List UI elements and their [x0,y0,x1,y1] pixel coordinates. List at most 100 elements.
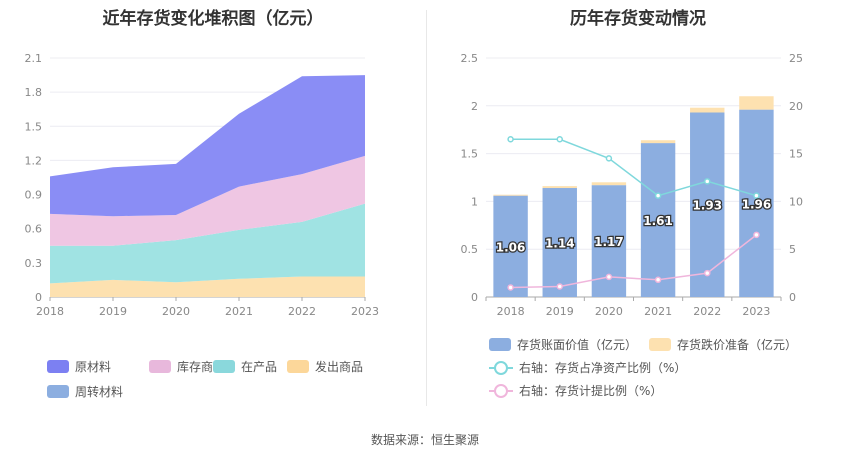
legend-item-provision[interactable]: 右轴：存货计提比例（%） [489,382,662,399]
x-tick-label: 2019 [99,305,127,318]
area-series-stock [50,155,365,246]
line-provision [510,234,757,289]
x-tick-label: 2018 [497,305,525,318]
legend-swatch-revolving [47,385,69,398]
point-ratio [605,155,613,162]
y-tick-label: 1.8 [25,86,43,99]
x-tick-label: 2018 [36,305,64,318]
bar-legend: 存货账面价值（亿元） 存货跌价准备（亿元） 右轴：存货占净资产比例（%） 右轴：… [426,333,850,403]
legend-item-reserve[interactable]: 存货跌价准备（亿元） [649,336,797,353]
legend-label-ratio: 右轴：存货占净资产比例（%） [519,361,687,375]
combo-bar-line-chart: 0 0.5 1 1.5 2 2.5 0 5 10 15 20 25 2018 2019 2020 2021 20… [461,52,804,318]
y-tick-label: 0.9 [25,189,43,202]
bar-reserve [690,107,725,113]
point-ratio [753,192,760,199]
point-provision [507,284,514,291]
y-right-tick-label: 0 [789,291,796,304]
x-tick-label: 2021 [644,305,672,318]
legend-label-revolving: 周转材料 [75,385,124,399]
y-right-tick-label: 15 [789,148,803,161]
legend-label-reserve: 存货跌价准备（亿元） [677,338,798,352]
y-right-tick-label: 5 [789,243,796,256]
point-ratio [507,136,514,143]
y-right-tick-label: 10 [789,195,803,208]
bar-book-value [493,195,528,297]
legend-line-provision [489,383,513,398]
y-left-tick-label: 1 [471,195,478,208]
point-provision [753,231,760,239]
x-tick-label: 2021 [225,305,253,318]
legend-label-book-value: 存货账面价值（亿元） [517,338,638,352]
point-provision [605,273,613,281]
bar-data-label: 1.14 [545,237,575,251]
panel-divider [426,10,427,406]
bar-reserve [739,96,774,110]
legend-swatch-stock [149,360,171,373]
bar-reserve [640,140,676,144]
y-tick-label: 0 [35,291,42,304]
area-series-wip [50,203,365,284]
y-right-tick-label: 25 [789,52,803,65]
legend-item-book-value[interactable]: 存货账面价值（亿元） [489,336,637,353]
y-tick-label: 1.2 [25,154,43,167]
point-ratio [556,136,563,143]
area-legend: 原材料 库存商品 在产品 发出商品 周转材料 [0,355,426,405]
x-tick-label: 2022 [693,305,721,318]
bar-data-label: 1.96 [742,197,772,211]
legend-label-raw: 原材料 [75,360,112,374]
bar-reserve [542,186,577,189]
point-provision [556,283,563,290]
legend-item-shipped[interactable]: 发出商品 [287,358,363,375]
point-provision [654,276,662,284]
x-tick-label: 2020 [162,305,190,318]
bar-data-label: 1.06 [496,240,526,254]
bar-data-label: 1.93 [692,199,722,213]
x-tick-label: 2022 [288,305,316,318]
legend-swatch-wip [213,360,235,373]
x-tick-label: 2020 [595,305,623,318]
legend-line-ratio [489,360,513,375]
legend-label-shipped: 发出商品 [315,360,364,374]
legend-item-revolving[interactable]: 周转材料 [47,383,123,400]
legend-swatch-raw [47,360,69,373]
legend-item-ratio[interactable]: 右轴：存货占净资产比例（%） [489,359,686,376]
bar-reserve [591,182,627,186]
x-tick-label: 2019 [546,305,574,318]
legend-item-wip[interactable]: 在产品 [213,358,277,375]
line-ratio [510,138,757,197]
bar-reserve [493,194,528,196]
y-tick-label: 2.1 [25,52,43,65]
point-ratio [704,178,711,185]
y-left-tick-label: 0 [471,291,478,304]
right-chart-title: 历年存货变动情况 [570,9,706,29]
y-left-tick-label: 0.5 [461,243,479,256]
bar-data-label: 1.17 [594,235,624,249]
y-tick-label: 0.3 [25,257,43,270]
y-left-tick-label: 2 [471,100,478,113]
bar-book-value [739,109,774,298]
bar-book-value [542,188,577,297]
bar-data-label: 1.61 [643,214,673,228]
legend-swatch-book-value [489,338,511,351]
x-tick-label: 2023 [351,305,379,318]
legend-swatch-reserve [649,338,671,351]
area-series-raw [50,75,365,217]
y-right-tick-label: 20 [789,100,803,113]
legend-item-raw[interactable]: 原材料 [47,358,111,375]
area-series-shipped [50,276,365,297]
legend-label-provision: 右轴：存货计提比例（%） [519,384,663,398]
left-chart-title: 近年存货变化堆积图（亿元） [102,9,324,29]
legend-swatch-shipped [287,360,309,373]
y-tick-label: 1.5 [25,120,43,133]
y-left-tick-label: 1.5 [461,148,479,161]
stacked-area-chart: 0 0.3 0.6 0.9 1.2 1.5 1.8 2.1 2018 2019 2020 2021 20… [25,52,380,318]
y-tick-label: 0.6 [25,223,43,236]
y-left-tick-label: 2.5 [461,52,479,65]
legend-label-wip: 在产品 [241,360,278,374]
point-ratio [654,192,662,199]
bar-book-value [640,143,676,297]
data-source: 数据来源：恒生聚源 [370,433,479,447]
point-provision [704,269,711,277]
x-tick-label: 2023 [742,305,770,318]
bar-book-value [690,112,725,297]
